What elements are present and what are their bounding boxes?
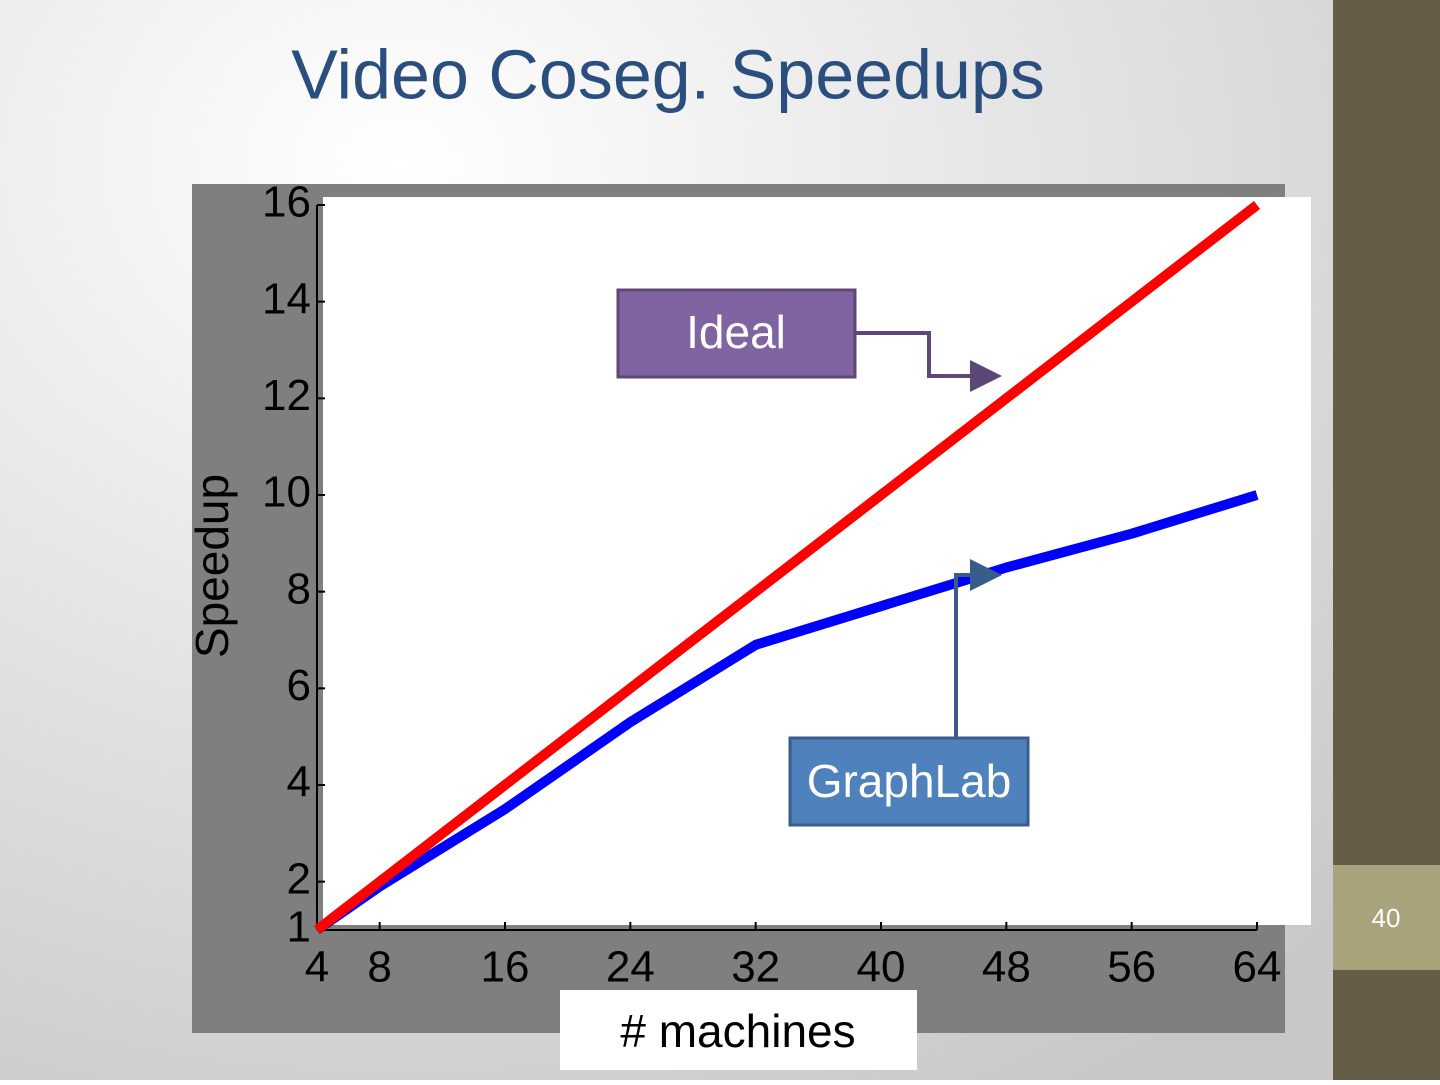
y-tick-label: 6 [287,661,311,710]
series-line [314,490,1259,935]
x-tick-label: 56 [1107,943,1156,992]
x-tick-label: 16 [481,943,530,992]
x-axis-label: # machines [620,1005,855,1057]
y-axis-label: Speedup [186,474,238,658]
y-tick-label: 1 [287,903,311,952]
y-tick-label: 8 [287,564,311,613]
y-tick-label: 16 [262,178,311,227]
y-tick-label: 10 [262,468,311,517]
y-tick-label: 12 [262,371,311,420]
graphlab-callout-text: GraphLab [807,755,1012,807]
page-number: 40 [1372,903,1401,933]
x-tick-label: 48 [982,943,1031,992]
slide-title: Video Coseg. Speedups [291,35,1045,113]
ideal-callout [616,288,857,379]
x-tick-label: 4 [305,943,329,992]
annotations: Ideal GraphLab [616,288,1030,827]
ideal-callout-text: Ideal [686,306,786,358]
x-tick-label: 40 [857,943,906,992]
series-line [313,201,1261,934]
y-tick-label: 2 [287,854,311,903]
page-number-box [1333,865,1440,970]
graphlab-callout [788,736,1030,827]
x-tick-label: 64 [1233,943,1282,992]
ideal-arrow [855,331,1002,392]
y-tick-label: 4 [287,758,311,807]
graphlab-arrow [954,559,1002,738]
x-tick-label: 32 [731,943,780,992]
x-tick-label: 8 [367,943,391,992]
x-tick-label: 24 [606,943,655,992]
x-label-box [560,990,917,1070]
y-tick-label: 14 [262,274,311,323]
